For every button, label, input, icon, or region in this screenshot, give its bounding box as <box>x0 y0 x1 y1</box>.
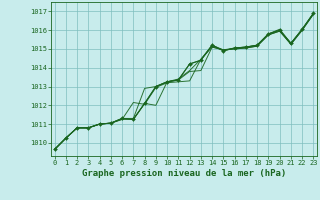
X-axis label: Graphe pression niveau de la mer (hPa): Graphe pression niveau de la mer (hPa) <box>82 169 286 178</box>
